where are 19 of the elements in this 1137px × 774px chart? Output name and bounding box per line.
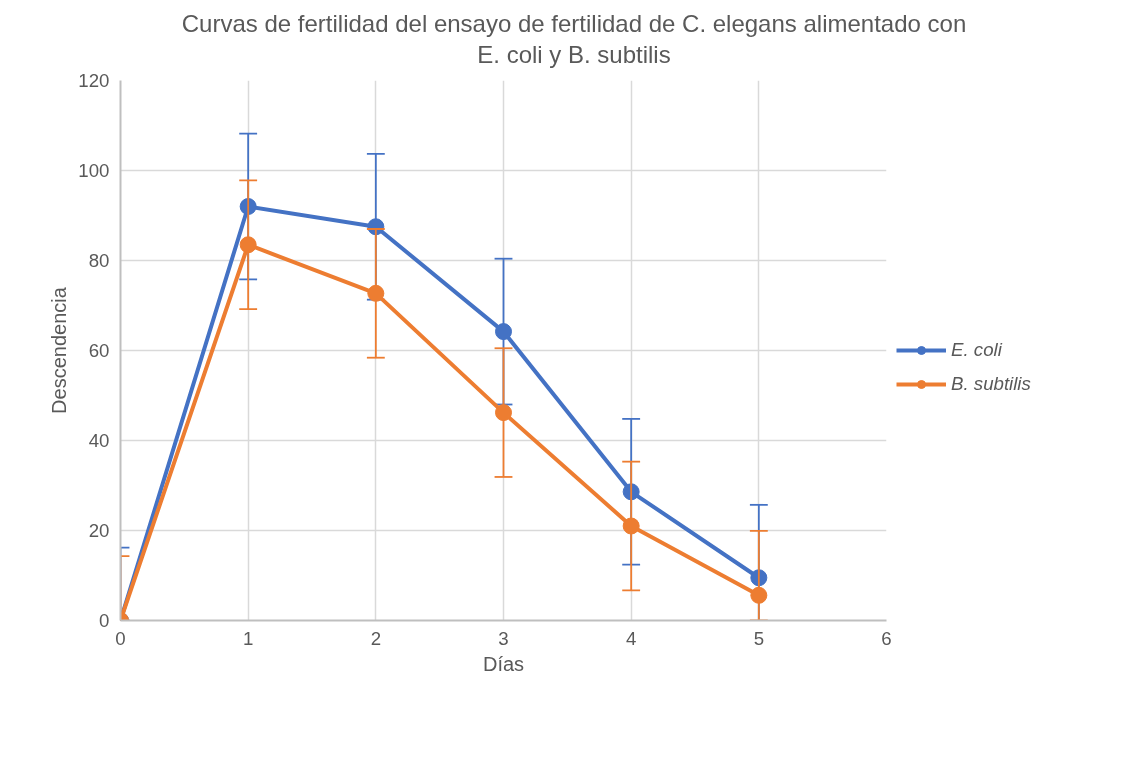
x-tick-label: 3 — [498, 627, 509, 649]
x-tick-label: 2 — [370, 627, 382, 649]
y-tick-label: 0 — [99, 610, 110, 632]
x-tick-label: 5 — [753, 627, 765, 649]
y-tick-label: 120 — [78, 70, 110, 92]
y-tick-label: 100 — [78, 160, 110, 182]
x-tick-label: 4 — [625, 627, 637, 649]
legend-label: B. subtilis — [951, 372, 1031, 395]
x-axis-title: Días — [482, 652, 525, 675]
chart-title: Curvas de fertilidad del ensayo de fertilidad de C. elegans alimentado con E. coli y B. subtilis — [180, 9, 968, 71]
legend-label: E. coli — [951, 338, 1002, 361]
x-tick-label: 1 — [242, 627, 254, 649]
y-tick-label: 80 — [88, 250, 110, 272]
y-tick-label: 60 — [88, 340, 110, 362]
x-tick-label: 0 — [115, 627, 126, 649]
y-axis-title: Descendencia — [48, 286, 71, 415]
y-tick-label: 40 — [88, 430, 110, 452]
y-tick-label: 20 — [88, 520, 110, 542]
x-tick-label: 6 — [881, 627, 892, 649]
